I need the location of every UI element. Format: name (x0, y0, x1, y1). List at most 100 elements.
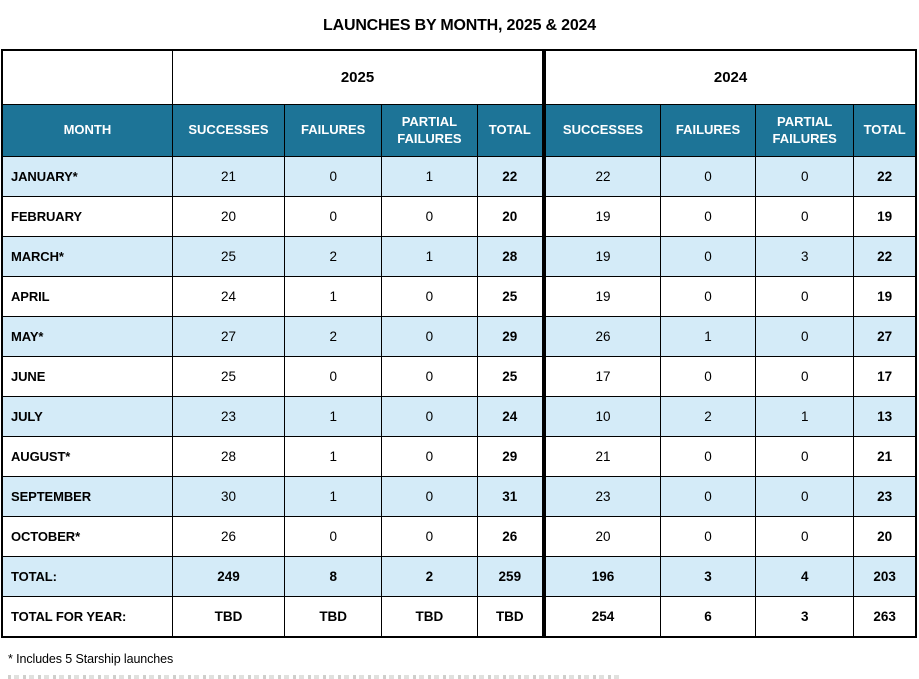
value-cell: 0 (381, 436, 478, 477)
row-september: SEPTEMBER 30 1 0 31 23 0 0 23 (1, 476, 917, 517)
value-cell: 0 (755, 196, 855, 237)
total-cell: 31 (476, 476, 545, 517)
month-cell: TOTAL FOR YEAR: (1, 596, 173, 638)
value-cell: 254 (542, 596, 661, 638)
total-cell: 22 (853, 156, 917, 197)
value-cell: 0 (381, 476, 478, 517)
value-cell: 25 (171, 356, 286, 397)
page-title: LAUNCHES BY MONTH, 2025 & 2024 (323, 17, 596, 34)
row-february: FEBRUARY 20 0 0 20 19 0 0 19 (1, 196, 917, 237)
value-cell: 2 (284, 316, 383, 357)
total-cell: 29 (476, 436, 545, 477)
month-cell: FEBRUARY (1, 196, 173, 237)
total-cell: 263 (853, 596, 917, 638)
value-cell: 0 (381, 196, 478, 237)
value-cell: 0 (659, 196, 757, 237)
value-cell: 1 (755, 396, 855, 437)
value-cell: 0 (755, 316, 855, 357)
total-cell: 13 (853, 396, 917, 437)
row-june: JUNE 25 0 0 25 17 0 0 17 (1, 356, 917, 397)
col-header-month: MONTH (1, 104, 173, 157)
row-april: APRIL 24 1 0 25 19 0 0 19 (1, 276, 917, 317)
clipped-footnote-line (8, 675, 620, 679)
month-cell: SEPTEMBER (1, 476, 173, 517)
total-cell: 25 (476, 356, 545, 397)
value-cell: 21 (542, 436, 661, 477)
month-cell: TOTAL: (1, 556, 173, 597)
row-october: OCTOBER* 26 0 0 26 20 0 0 20 (1, 516, 917, 557)
total-cell: 25 (476, 276, 545, 317)
year-header-row: 2025 2024 (1, 49, 917, 105)
total-cell: 23 (853, 476, 917, 517)
value-cell: 1 (381, 156, 478, 197)
value-cell: 23 (171, 396, 286, 437)
month-cell: APRIL (1, 276, 173, 317)
value-cell: 0 (381, 316, 478, 357)
value-cell: 4 (755, 556, 855, 597)
value-cell: 0 (659, 276, 757, 317)
empty-corner-cell (1, 49, 173, 105)
col-header-2024-partial-failures: PARTIAL FAILURES (755, 104, 855, 157)
value-cell: 24 (171, 276, 286, 317)
total-cell: 21 (853, 436, 917, 477)
value-cell: 26 (171, 516, 286, 557)
value-cell: 1 (284, 276, 383, 317)
col-header-2025-total: TOTAL (476, 104, 545, 157)
value-cell: 1 (284, 396, 383, 437)
value-cell: 28 (171, 436, 286, 477)
month-cell: MARCH* (1, 236, 173, 277)
value-cell: 0 (381, 356, 478, 397)
row-march: MARCH* 25 2 1 28 19 0 3 22 (1, 236, 917, 277)
value-cell: 8 (284, 556, 383, 597)
value-cell: 17 (542, 356, 661, 397)
value-cell: 0 (659, 156, 757, 197)
row-total: TOTAL: 249 8 2 259 196 3 4 203 (1, 556, 917, 597)
value-cell: 0 (755, 356, 855, 397)
value-cell: 0 (755, 156, 855, 197)
value-cell: 1 (381, 236, 478, 277)
month-cell: MAY* (1, 316, 173, 357)
value-cell: 0 (659, 476, 757, 517)
value-cell: 0 (381, 396, 478, 437)
row-july: JULY 23 1 0 24 10 2 1 13 (1, 396, 917, 437)
value-cell: 1 (659, 316, 757, 357)
total-cell: 29 (476, 316, 545, 357)
value-cell: 6 (659, 596, 757, 638)
total-cell: 19 (853, 276, 917, 317)
value-cell: 0 (284, 156, 383, 197)
month-cell: AUGUST* (1, 436, 173, 477)
col-header-2024-total: TOTAL (853, 104, 917, 157)
value-cell: 0 (755, 516, 855, 557)
month-cell: JANUARY* (1, 156, 173, 197)
row-january: JANUARY* 21 0 1 22 22 0 0 22 (1, 156, 917, 197)
value-cell: 23 (542, 476, 661, 517)
value-cell: 3 (755, 596, 855, 638)
launches-by-month-table: 2025 2024 MONTH SUCCESSES FAILURES PARTI… (1, 49, 917, 638)
value-cell: 19 (542, 236, 661, 277)
col-header-2024-successes: SUCCESSES (542, 104, 661, 157)
row-may: MAY* 27 2 0 29 26 1 0 27 (1, 316, 917, 357)
total-cell: 20 (853, 516, 917, 557)
column-header-row: MONTH SUCCESSES FAILURES PARTIAL FAILURE… (1, 104, 917, 157)
value-cell: 20 (171, 196, 286, 237)
total-cell: 17 (853, 356, 917, 397)
total-cell: 26 (476, 516, 545, 557)
col-header-2025-partial-failures: PARTIAL FAILURES (381, 104, 478, 157)
total-cell: 27 (853, 316, 917, 357)
month-cell: JULY (1, 396, 173, 437)
total-cell: 20 (476, 196, 545, 237)
col-header-2025-failures: FAILURES (284, 104, 383, 157)
total-cell: 259 (476, 556, 545, 597)
value-cell: 2 (284, 236, 383, 277)
value-cell: 27 (171, 316, 286, 357)
value-cell: 3 (755, 236, 855, 277)
value-cell: TBD (381, 596, 478, 638)
value-cell: 0 (284, 516, 383, 557)
month-cell: JUNE (1, 356, 173, 397)
value-cell: 0 (755, 436, 855, 477)
value-cell: 249 (171, 556, 286, 597)
total-cell: 203 (853, 556, 917, 597)
value-cell: 21 (171, 156, 286, 197)
month-cell: OCTOBER* (1, 516, 173, 557)
